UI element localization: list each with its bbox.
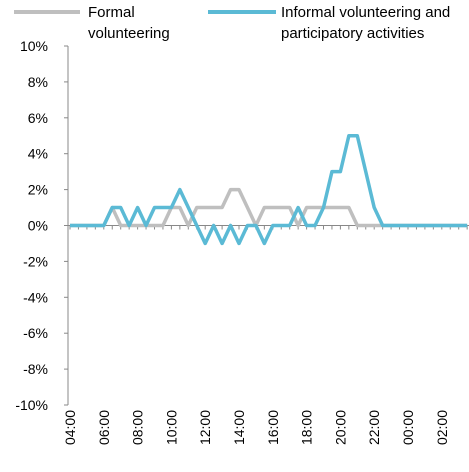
legend-label: Informal volunteering and participatory …	[281, 4, 451, 42]
y-tick-label: -4%	[23, 289, 48, 305]
x-tick-label: 06:00	[96, 410, 112, 445]
x-tick-label: 16:00	[265, 410, 281, 445]
y-tick-label: 4%	[28, 146, 48, 162]
y-tick-label: 8%	[28, 74, 48, 90]
legend-label: Formal volunteering	[88, 4, 170, 42]
x-tick-label: 20:00	[332, 410, 348, 445]
y-tick-label: -10%	[15, 397, 48, 413]
y-tick-label: -8%	[23, 361, 48, 377]
x-tick-label: 22:00	[366, 410, 382, 445]
line-series	[70, 187, 468, 228]
y-tick-label: 0%	[28, 218, 48, 234]
line-series	[70, 134, 468, 246]
x-tick-label: 18:00	[299, 410, 315, 445]
y-tick-label: 6%	[28, 110, 48, 126]
y-tick-label: -6%	[23, 325, 48, 341]
x-tick-label: 04:00	[62, 410, 78, 445]
x-tick-label: 08:00	[130, 410, 146, 445]
y-tick-label: 2%	[28, 182, 48, 198]
x-tick-label: 14:00	[231, 410, 247, 445]
x-tick-label: 10:00	[163, 410, 179, 445]
x-tick-label: 12:00	[197, 410, 213, 445]
x-tick-label: 00:00	[400, 410, 416, 445]
y-tick-label: 10%	[20, 38, 48, 54]
x-tick-label: 02:00	[434, 410, 450, 445]
y-tick-label: -2%	[23, 253, 48, 269]
